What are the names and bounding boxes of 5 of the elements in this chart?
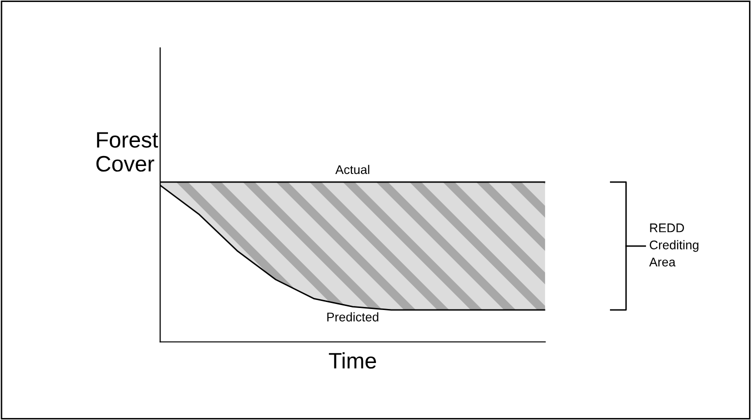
y-axis-title: Forest Cover	[96, 132, 158, 172]
text: REDD Crediting Area	[649, 224, 698, 266]
x-axis-title: Time	[328, 352, 376, 369]
series-label: Actual	[335, 164, 370, 174]
series-label: Predicted	[327, 312, 378, 322]
